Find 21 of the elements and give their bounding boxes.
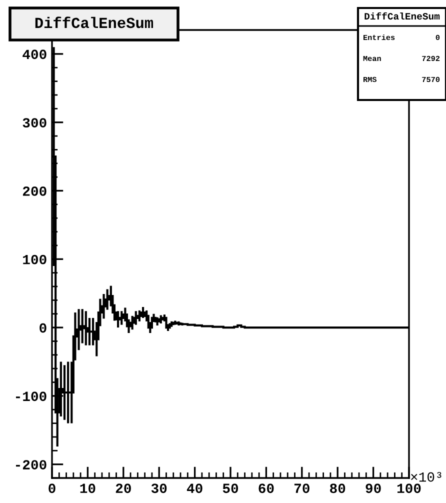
y-tick-label: 200 <box>22 186 46 196</box>
x-tick-label: 20 <box>116 484 131 494</box>
x-tick-label: 80 <box>330 484 346 494</box>
x-tick-label: 10 <box>80 484 96 494</box>
x-tick-label: 30 <box>151 484 167 494</box>
y-tick-label: 300 <box>22 118 46 128</box>
y-tick-label: -100 <box>16 392 46 402</box>
y-tick-label: 0 <box>40 323 46 333</box>
x-tick-label: 90 <box>366 484 381 494</box>
x-tick-label: 70 <box>294 484 310 494</box>
x-tick-label: 60 <box>258 484 274 494</box>
x-tick-label: 50 <box>222 484 238 494</box>
x-tick-label: 40 <box>186 484 202 494</box>
text: DiffCalEneSum <box>364 12 440 20</box>
y-tick-label: 400 <box>22 50 46 60</box>
y-tick-label: 100 <box>23 254 46 264</box>
y-tick-label: -200 <box>16 460 46 470</box>
x-tick-label: 100 <box>397 484 421 494</box>
chart-title: DiffCalEneSum <box>35 16 154 28</box>
text: ×10³ <box>411 472 442 482</box>
x-tick-label: 0 <box>48 484 56 494</box>
